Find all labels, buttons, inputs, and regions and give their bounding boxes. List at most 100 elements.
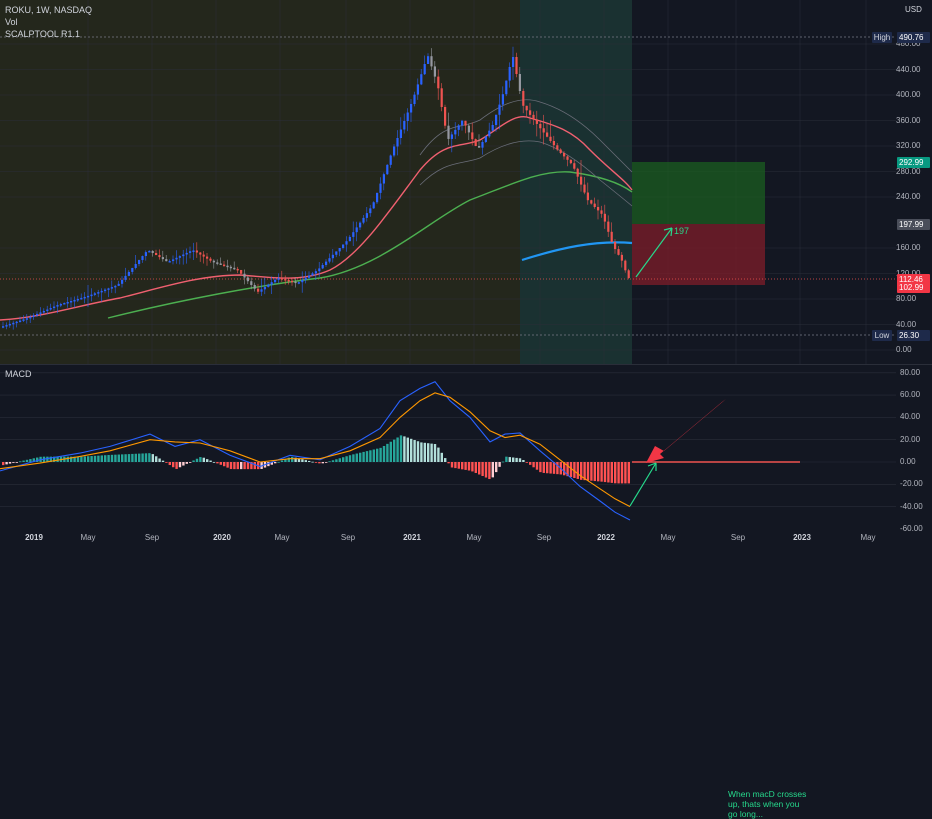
histogram-bar	[471, 462, 474, 472]
histogram-bar	[287, 457, 290, 462]
time-tick: Sep	[730, 533, 746, 542]
candle-body	[185, 252, 188, 255]
candle-body	[199, 252, 202, 255]
histogram-bar	[362, 451, 365, 462]
stop-zone[interactable]	[632, 224, 765, 285]
histogram-bar	[202, 457, 205, 462]
time-tick: 2023	[793, 533, 811, 542]
candle-body	[124, 275, 127, 280]
candle-body	[5, 325, 8, 327]
year-zone-2021	[520, 0, 632, 364]
candle-body	[454, 129, 457, 135]
macd-chart[interactable]	[0, 365, 932, 527]
candle-body	[423, 64, 426, 75]
histogram-bar	[586, 462, 590, 481]
candle-body	[297, 282, 300, 284]
candle-body	[291, 280, 294, 283]
candle-body	[372, 202, 375, 209]
candle-body	[314, 271, 317, 274]
red-pointer-arrow	[646, 399, 726, 463]
candle-body	[212, 260, 215, 263]
price-pane[interactable]: ROKU, 1W, NASDAQ Vol SCALPTOOL R1.1 USD …	[0, 0, 932, 364]
candle-body	[284, 279, 287, 281]
histogram-bar	[236, 462, 239, 470]
macd-tick: 0.00	[900, 457, 916, 466]
price-chart[interactable]	[0, 0, 932, 364]
candle-body	[87, 295, 90, 298]
candle-body	[617, 249, 620, 255]
histogram-bar	[5, 462, 8, 465]
histogram-bar	[481, 462, 484, 477]
candle-body	[178, 256, 181, 258]
histogram-bar	[49, 456, 52, 462]
histogram-bar	[461, 462, 464, 470]
histogram-bar	[76, 456, 80, 462]
candle-body	[586, 192, 589, 201]
indicator-label[interactable]: SCALPTOOL R1.1	[5, 29, 81, 39]
histogram-bar	[233, 462, 236, 470]
candle-body	[525, 105, 528, 111]
candle-body	[440, 88, 443, 107]
histogram-bar	[216, 462, 219, 464]
volume-label[interactable]: Vol	[5, 17, 18, 27]
candle-body	[304, 277, 307, 281]
candle-body	[342, 244, 345, 248]
histogram-bar	[549, 462, 552, 474]
pane-divider[interactable]	[0, 364, 932, 365]
ema-fast-line	[0, 116, 633, 321]
candle-body	[59, 304, 62, 306]
histogram-bar	[569, 462, 573, 478]
price-tick: 280.00	[896, 166, 921, 176]
histogram-bar	[508, 457, 511, 462]
candle-body	[36, 313, 39, 316]
annotation-note[interactable]: When macD crosses up, thats when you go …	[728, 789, 828, 819]
candle-body	[233, 267, 236, 270]
histogram-bar	[420, 442, 423, 462]
time-axis[interactable]: 2019 May Sep 2020 May Sep 2021 May Sep 2022 May Sep…	[0, 527, 932, 550]
candle-body	[590, 200, 593, 204]
histogram-bar	[206, 459, 209, 462]
candle-body	[127, 271, 130, 276]
macd-pane[interactable]: MACD 80.00 60.00 40.00 20.00 0.00 -20.00 -40.0…	[0, 365, 932, 819]
candle-body	[321, 265, 324, 269]
last-price-badge: 112.46	[897, 274, 930, 285]
histogram-bar	[498, 462, 501, 467]
histogram-bar	[600, 462, 603, 482]
symbol-title[interactable]: ROKU, 1W, NASDAQ	[5, 5, 93, 15]
histogram-bar	[348, 455, 352, 462]
histogram-bar	[355, 453, 358, 462]
candle-body	[107, 288, 110, 290]
histogram-bar	[573, 462, 576, 479]
target-badge: 292.99	[897, 157, 930, 168]
histogram-bar	[121, 454, 124, 462]
histogram-bar	[583, 462, 586, 481]
position-label[interactable]: 197	[674, 226, 690, 236]
candle-body	[559, 149, 562, 153]
candle-body	[168, 261, 171, 263]
histogram-bar	[192, 460, 195, 462]
histogram-bar	[433, 444, 437, 462]
candle-body	[97, 292, 100, 294]
candle-body	[325, 261, 328, 265]
histogram-bar	[484, 462, 488, 478]
candle-body	[484, 136, 487, 142]
histogram-bar	[311, 461, 314, 463]
histogram-bar	[352, 454, 355, 462]
histogram-bar	[131, 453, 134, 462]
target-zone[interactable]	[632, 162, 765, 224]
histogram-bar	[345, 456, 348, 462]
histogram-bar	[195, 458, 199, 462]
macd-title[interactable]: MACD	[5, 369, 32, 379]
candle-body	[467, 125, 470, 133]
candle-body	[498, 104, 501, 115]
candle-body	[274, 279, 277, 283]
histogram-bar	[427, 443, 430, 462]
candle-body	[495, 114, 498, 125]
currency-label[interactable]: USD	[905, 5, 922, 14]
histogram-bar	[614, 462, 617, 484]
histogram-bar	[19, 461, 22, 463]
candle-body	[219, 263, 222, 265]
candle-body	[155, 253, 158, 256]
histogram-bar	[379, 447, 382, 462]
histogram-bar	[93, 455, 97, 462]
